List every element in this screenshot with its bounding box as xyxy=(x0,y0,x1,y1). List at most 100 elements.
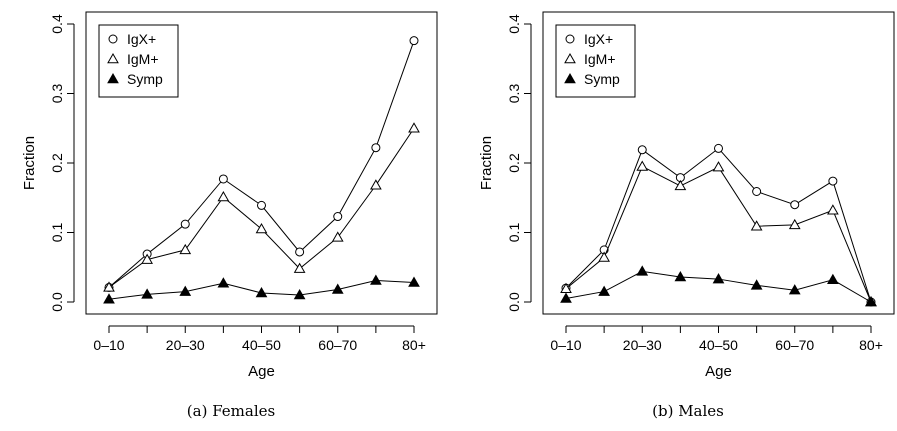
x-tick-label: 80+ xyxy=(859,337,883,353)
data-point xyxy=(295,247,305,257)
y-axis: 0.0 0.1 0.2 0.3 0.4 xyxy=(49,14,75,312)
data-point xyxy=(179,285,192,296)
data-point xyxy=(827,273,839,285)
data-point xyxy=(598,251,610,262)
series-igx xyxy=(104,36,419,292)
y-tick-label: 0.3 xyxy=(49,84,65,104)
legend-label: IgM+ xyxy=(584,51,616,67)
data-point xyxy=(790,200,800,210)
data-point xyxy=(865,295,877,307)
x-axis: 0–10 20–30 40–50 60–70 80+ xyxy=(93,325,426,353)
data-point xyxy=(674,179,687,191)
plot-frame xyxy=(542,11,895,315)
data-point xyxy=(331,231,344,242)
y-axis-title: Fraction xyxy=(478,136,495,190)
data-point xyxy=(257,200,266,210)
legend-box xyxy=(98,24,179,98)
data-point xyxy=(598,285,610,296)
y-tick-label: 0.3 xyxy=(506,84,522,104)
data-point xyxy=(750,279,763,290)
y-tick-label: 0.4 xyxy=(49,14,65,34)
data-point xyxy=(788,284,801,295)
legend-box xyxy=(555,24,636,98)
y-tick-label: 0.1 xyxy=(506,223,522,243)
data-point xyxy=(409,36,419,46)
x-tick-label: 60–70 xyxy=(318,337,357,353)
data-point xyxy=(712,161,725,172)
data-point xyxy=(674,270,687,282)
legend-label: IgX+ xyxy=(127,31,156,47)
data-point xyxy=(180,219,190,229)
y-tick-label: 0.4 xyxy=(506,14,522,34)
y-tick-label: 0.0 xyxy=(49,292,65,312)
x-tick-label: 20–30 xyxy=(166,337,205,353)
data-point xyxy=(255,223,268,234)
legend: IgX+ IgM+ Symp xyxy=(555,24,636,98)
data-point xyxy=(293,262,306,273)
series-igm xyxy=(103,122,420,292)
legend-marker xyxy=(565,34,575,44)
data-point xyxy=(293,289,306,300)
data-point xyxy=(103,293,115,304)
plot-frame xyxy=(85,11,438,315)
data-point xyxy=(750,220,763,231)
legend: IgX+ IgM+ Symp xyxy=(98,24,179,98)
data-point xyxy=(408,276,420,287)
data-point xyxy=(370,274,382,285)
data-point xyxy=(828,176,838,186)
chart-panel-2: 0.0 0.1 0.2 0.3 0.4 0–10 20–30 40–50 60–70 80+ Age… xyxy=(478,11,895,420)
data-point xyxy=(141,253,153,264)
y-tick-label: 0.2 xyxy=(506,153,522,173)
panel-caption: (a) Females xyxy=(187,402,275,420)
data-point xyxy=(255,286,268,298)
data-point xyxy=(141,288,153,299)
data-point xyxy=(217,191,230,202)
data-point xyxy=(560,292,572,303)
data-point xyxy=(408,122,420,133)
legend-marker xyxy=(107,52,119,64)
data-point xyxy=(218,174,228,184)
series-symp xyxy=(560,265,877,307)
y-axis-title: Fraction xyxy=(21,136,38,190)
data-point xyxy=(752,186,762,196)
data-point xyxy=(331,283,344,294)
panel-caption: (b) Males xyxy=(652,402,724,420)
data-point xyxy=(179,243,192,255)
x-axis: 0–10 20–30 40–50 60–70 80+ xyxy=(550,325,883,353)
x-axis-title: Age xyxy=(248,363,275,380)
x-tick-label: 0–10 xyxy=(550,337,581,353)
x-axis-title: Age xyxy=(705,363,732,380)
data-point xyxy=(370,179,382,190)
legend-label: Symp xyxy=(584,71,620,87)
y-tick-label: 0.2 xyxy=(49,153,65,173)
data-point xyxy=(333,212,343,222)
x-tick-label: 40–50 xyxy=(242,337,281,353)
series-symp xyxy=(103,274,420,304)
legend-marker xyxy=(108,34,118,44)
legend-label: IgX+ xyxy=(584,31,613,47)
data-point xyxy=(217,277,230,288)
data-point xyxy=(827,204,839,215)
x-tick-label: 0–10 xyxy=(93,337,124,353)
data-point xyxy=(788,218,801,230)
legend-label: IgM+ xyxy=(127,51,159,67)
x-tick-label: 80+ xyxy=(402,337,426,353)
legend-marker xyxy=(564,72,576,84)
legend-marker xyxy=(107,72,119,84)
legend-marker xyxy=(564,52,576,64)
x-tick-label: 20–30 xyxy=(623,337,662,353)
data-point xyxy=(636,160,649,171)
data-point xyxy=(637,145,647,155)
chart-panel-1: 0.0 0.1 0.2 0.3 0.4 0–10 20–30 40–50 60–70 80+ Age… xyxy=(21,11,438,420)
data-point xyxy=(371,143,381,153)
data-point xyxy=(636,265,649,276)
y-tick-label: 0.1 xyxy=(49,223,65,243)
x-tick-label: 40–50 xyxy=(699,337,738,353)
y-tick-label: 0.0 xyxy=(506,292,522,312)
data-point xyxy=(103,281,115,292)
data-point xyxy=(712,273,725,284)
data-point xyxy=(714,143,723,153)
y-axis: 0.0 0.1 0.2 0.3 0.4 xyxy=(506,14,532,312)
legend-label: Symp xyxy=(127,71,163,87)
